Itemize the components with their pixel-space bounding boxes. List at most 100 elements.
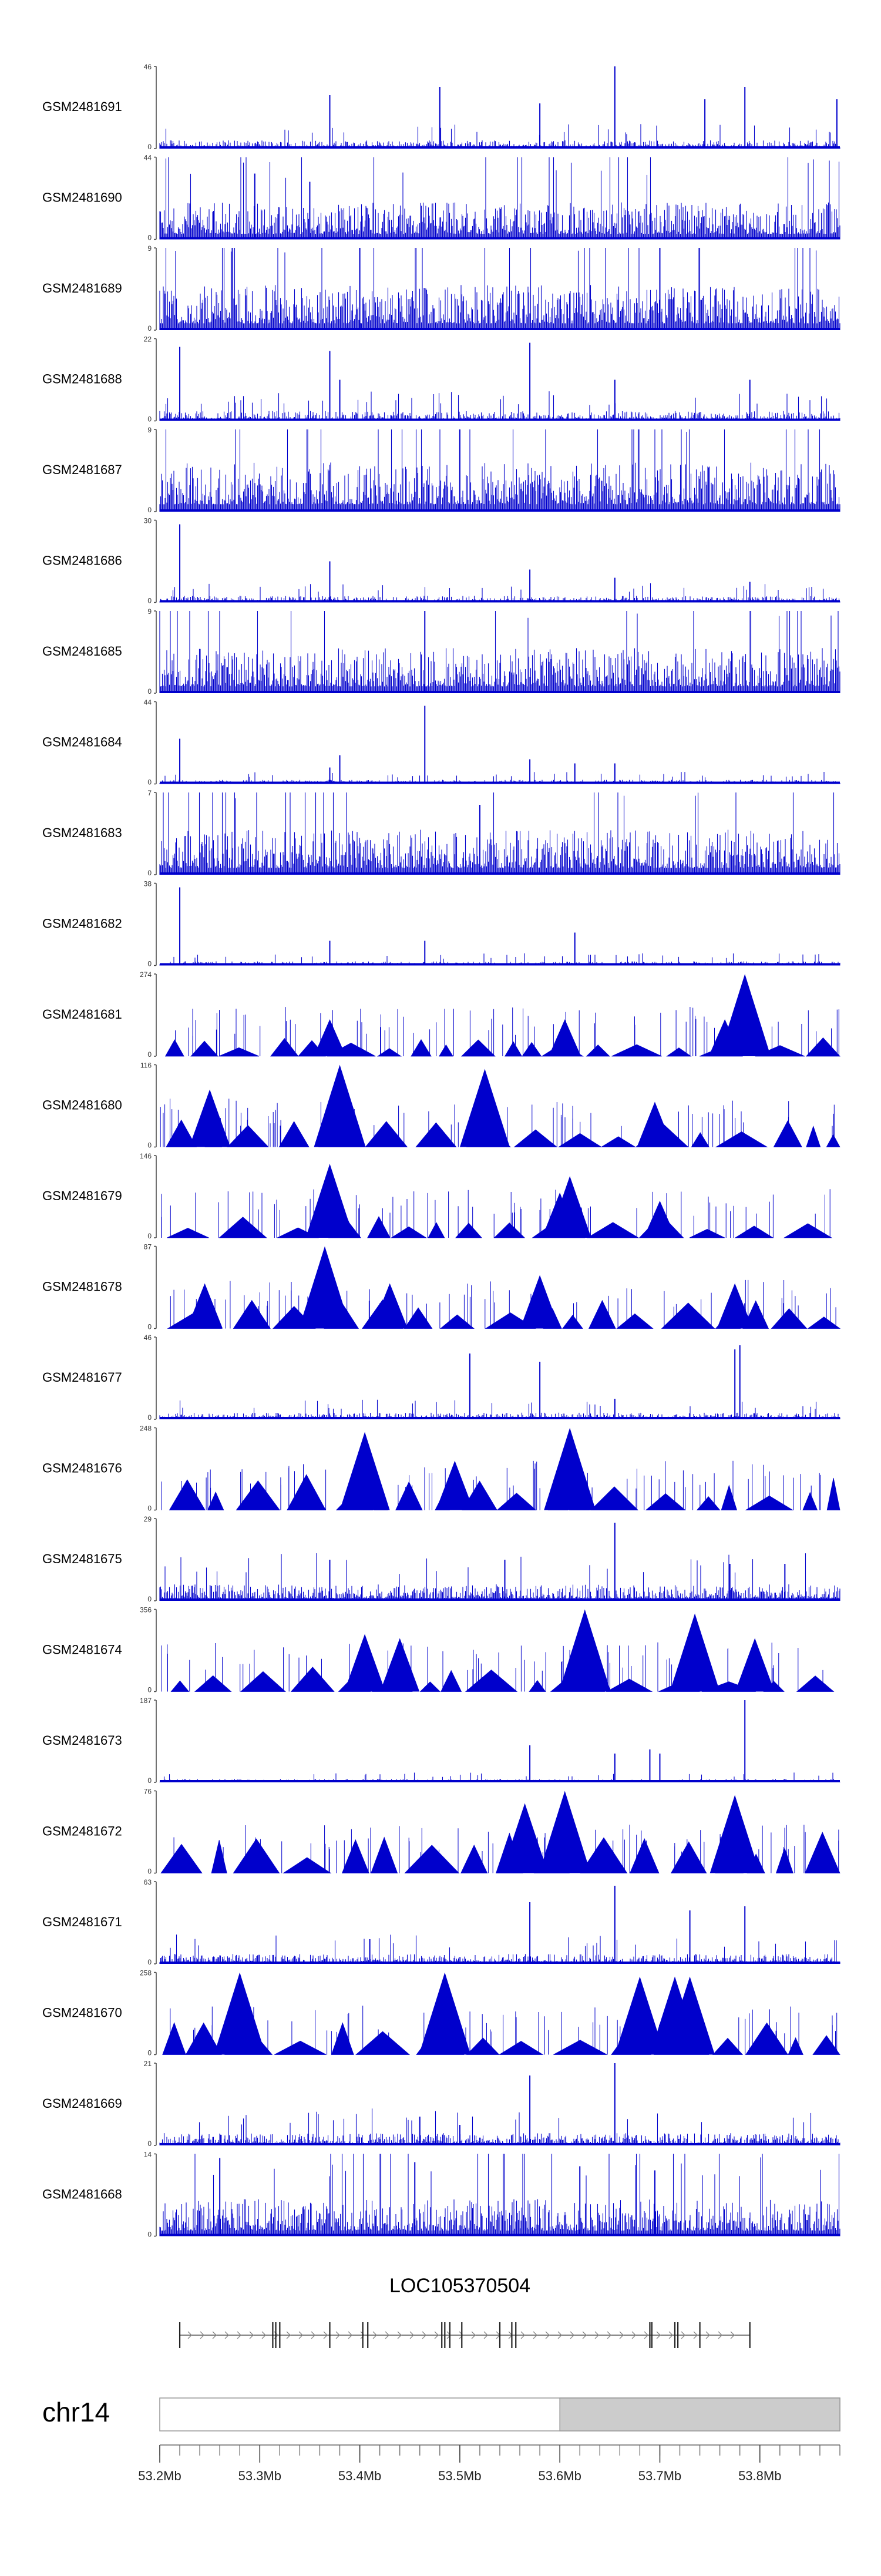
axis-tick-label: 53.7Mb bbox=[638, 2468, 681, 2483]
coverage-peak bbox=[344, 1634, 386, 1692]
coverage-spikes bbox=[170, 2006, 838, 2055]
track-ymax-label: 29 bbox=[144, 1515, 152, 1523]
coverage-peak bbox=[324, 1201, 357, 1238]
coverage-baseline bbox=[160, 1780, 840, 1782]
coverage-peak bbox=[559, 1609, 611, 1692]
coverage-baseline bbox=[160, 963, 840, 966]
track-label: GSM2481679 bbox=[42, 1188, 122, 1203]
axis-tick-label: 53.5Mb bbox=[438, 2468, 481, 2483]
chromosome-axis: chr14 53.2Mb 53.3Mb 53.4Mb 53.5Mb 53.6Mb 53.7M… bbox=[42, 2397, 840, 2483]
track-ymax-label: 44 bbox=[144, 154, 152, 162]
coverage-peak bbox=[380, 1638, 420, 1692]
track-ymin-label: 0 bbox=[147, 1323, 152, 1331]
coverage-peak bbox=[314, 1019, 346, 1056]
track-ymax-label: 356 bbox=[140, 1606, 152, 1614]
coverage-baseline bbox=[160, 781, 840, 784]
track-ymax-label: 38 bbox=[144, 880, 152, 888]
track-ymin-label: 0 bbox=[147, 1868, 152, 1876]
track-ymax-label: 9 bbox=[147, 244, 152, 253]
track-label: GSM2481671 bbox=[42, 1915, 122, 1929]
track-GSM2481691: GSM2481691 46 0 bbox=[42, 63, 840, 151]
coverage-peak bbox=[436, 1460, 474, 1510]
coverage-baseline bbox=[160, 146, 840, 149]
coverage-baseline bbox=[160, 2234, 840, 2236]
coverage-peak bbox=[719, 974, 771, 1056]
coverage-triangles bbox=[170, 1667, 835, 1692]
track-GSM2481671: GSM2481671 63 0 bbox=[42, 1878, 840, 1966]
track-label: GSM2481673 bbox=[42, 1733, 122, 1748]
coverage-peak bbox=[549, 1019, 581, 1056]
coverage-bars bbox=[159, 429, 840, 512]
track-ymax-label: 21 bbox=[144, 2060, 152, 2068]
track-ymin-label: 0 bbox=[147, 960, 152, 968]
track-GSM2481673: GSM2481673 187 0 bbox=[42, 1697, 840, 1785]
coverage-baseline bbox=[160, 872, 840, 875]
track-ymin-label: 0 bbox=[147, 1141, 152, 1150]
chromosome-highlight bbox=[559, 2397, 840, 2431]
track-ymax-label: 63 bbox=[144, 1878, 152, 1886]
track-GSM2481680: GSM2481680 116 0 bbox=[42, 1062, 840, 1150]
track-ymin-label: 0 bbox=[147, 778, 152, 787]
track-ymin-label: 0 bbox=[147, 324, 152, 333]
coverage-peak bbox=[643, 1201, 676, 1238]
track-label: GSM2481683 bbox=[42, 825, 122, 840]
track-GSM2481690: GSM2481690 44 0 bbox=[42, 154, 840, 242]
coverage-baseline bbox=[160, 418, 840, 421]
track-ymin-label: 0 bbox=[147, 2049, 152, 2057]
axis-tick-label: 53.4Mb bbox=[338, 2468, 381, 2483]
coverage-bars bbox=[159, 2154, 840, 2236]
track-ymin-label: 0 bbox=[147, 1595, 152, 1603]
track-GSM2481684: GSM2481684 44 0 bbox=[42, 698, 840, 787]
coverage-bars bbox=[159, 792, 840, 875]
track-label: GSM2481681 bbox=[42, 1007, 122, 1022]
track-label: GSM2481684 bbox=[42, 734, 122, 749]
coverage-baseline bbox=[160, 237, 840, 240]
coverage-baseline bbox=[160, 2143, 840, 2145]
track-ymax-label: 258 bbox=[140, 1969, 152, 1977]
track-label: GSM2481688 bbox=[42, 371, 122, 386]
coverage-peak bbox=[189, 1089, 231, 1147]
track-label: GSM2481687 bbox=[42, 462, 122, 477]
track-GSM2481681: GSM2481681 274 0 bbox=[42, 970, 840, 1059]
track-ymin-label: 0 bbox=[147, 143, 152, 151]
track-ymin-label: 0 bbox=[147, 1413, 152, 1422]
coverage-triangles bbox=[162, 2022, 840, 2055]
track-label: GSM2481677 bbox=[42, 1370, 122, 1385]
track-GSM2481682: GSM2481682 38 0 bbox=[42, 880, 840, 968]
coverage-peak bbox=[717, 1283, 753, 1329]
coverage-bars bbox=[159, 1553, 840, 1601]
track-label: GSM2481690 bbox=[42, 190, 122, 204]
coverage-peak bbox=[520, 1275, 560, 1329]
track-GSM2481686: GSM2481686 30 0 bbox=[42, 517, 840, 605]
track-label: GSM2481676 bbox=[42, 1460, 122, 1475]
track-ymin-label: 0 bbox=[147, 1776, 152, 1785]
axis-tick-label: 53.8Mb bbox=[738, 2468, 781, 2483]
coverage-bars bbox=[159, 2108, 840, 2145]
gene-model: LOC105370504 bbox=[179, 2275, 751, 2348]
track-label: GSM2481685 bbox=[42, 644, 122, 659]
coverage-triangles bbox=[167, 1214, 833, 1238]
chromosome-label: chr14 bbox=[42, 2397, 110, 2427]
coverage-spikes bbox=[161, 1189, 830, 1238]
track-label: GSM2481672 bbox=[42, 1823, 122, 1838]
axis-tick-label: 53.3Mb bbox=[238, 2468, 281, 2483]
track-ymin-label: 0 bbox=[147, 1504, 152, 1513]
coverage-bars bbox=[159, 611, 840, 693]
track-label: GSM2481680 bbox=[42, 1097, 122, 1112]
coverage-peak bbox=[544, 1428, 596, 1510]
axis-tick-label: 53.2Mb bbox=[138, 2468, 181, 2483]
track-GSM2481683: GSM2481683 7 0 bbox=[42, 789, 840, 877]
coverage-peak bbox=[637, 1101, 673, 1147]
track-GSM2481679: GSM2481679 146 0 bbox=[42, 1152, 833, 1240]
track-ymax-label: 22 bbox=[144, 335, 152, 344]
track-ymax-label: 46 bbox=[144, 1334, 152, 1342]
track-ymax-label: 274 bbox=[140, 970, 152, 979]
track-ymax-label: 116 bbox=[140, 1062, 152, 1070]
track-ymin-label: 0 bbox=[147, 2140, 152, 2148]
coverage-peak bbox=[665, 1976, 715, 2055]
track-ymax-label: 87 bbox=[144, 1243, 152, 1251]
coverage-peak bbox=[372, 1283, 408, 1329]
coverage-peak bbox=[314, 1064, 366, 1147]
track-label: GSM2481682 bbox=[42, 916, 122, 931]
track-GSM2481674: GSM2481674 356 0 bbox=[42, 1606, 835, 1694]
